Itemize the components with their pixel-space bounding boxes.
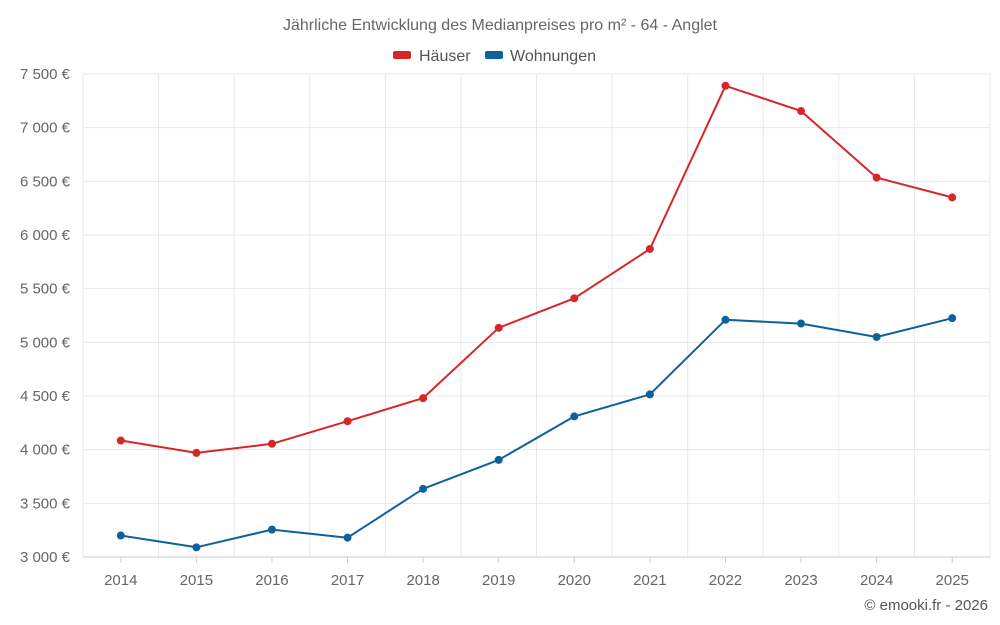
data-point-haeuser[interactable] (948, 193, 957, 202)
data-point-haeuser[interactable] (570, 294, 579, 303)
data-point-wohnungen[interactable] (343, 533, 352, 542)
y-tick-label: 7 000 € (20, 120, 71, 137)
data-point-haeuser[interactable] (872, 173, 881, 182)
data-point-haeuser[interactable] (192, 448, 201, 457)
y-tick-label: 5 500 € (20, 281, 71, 298)
x-tick-label: 2015 (180, 572, 213, 589)
chart-title: Jährliche Entwicklung des Medianpreises … (283, 17, 718, 34)
y-tick-label: 6 500 € (20, 173, 71, 190)
legend-swatch-wohnungen[interactable] (485, 51, 503, 59)
gridlines (82, 73, 991, 558)
data-point-haeuser[interactable] (721, 81, 730, 90)
data-point-wohnungen[interactable] (192, 543, 201, 552)
data-point-haeuser[interactable] (343, 417, 352, 426)
series-layer (116, 81, 957, 552)
credit-text: © emooki.fr - 2026 (864, 597, 988, 614)
y-tick-label: 5 000 € (20, 334, 71, 351)
data-point-wohnungen[interactable] (570, 412, 579, 421)
data-point-haeuser[interactable] (419, 394, 428, 403)
x-tick-label: 2022 (709, 572, 742, 589)
data-point-wohnungen[interactable] (721, 315, 730, 324)
x-tick-label: 2024 (860, 572, 893, 589)
axes: 3 000 € 3 500 € 4 000 € 4 500 € 5 000 € 5 500… (20, 66, 990, 589)
x-tick-label: 2025 (936, 572, 969, 589)
data-point-haeuser[interactable] (797, 107, 806, 116)
data-point-wohnungen[interactable] (494, 455, 503, 464)
data-point-wohnungen[interactable] (419, 484, 428, 493)
series-line-wohnungen (120, 317, 953, 549)
data-point-wohnungen[interactable] (267, 525, 276, 534)
x-tick-label: 2021 (633, 572, 666, 589)
data-point-wohnungen[interactable] (645, 390, 654, 399)
y-tick-label: 3 500 € (20, 495, 71, 512)
data-point-wohnungen[interactable] (797, 319, 806, 328)
y-tick-label: 3 000 € (20, 549, 71, 566)
data-point-haeuser[interactable] (494, 323, 503, 332)
x-tick-label: 2020 (558, 572, 591, 589)
x-tick-label: 2016 (255, 572, 288, 589)
x-tick-label: 2014 (104, 572, 137, 589)
series-line-haeuser (120, 84, 953, 454)
x-tick-label: 2017 (331, 572, 364, 589)
data-point-wohnungen[interactable] (872, 332, 881, 341)
legend-swatch-haeuser[interactable] (393, 51, 411, 59)
data-point-haeuser[interactable] (645, 244, 654, 253)
y-tick-label: 7 500 € (20, 66, 71, 83)
x-tick-label: 2023 (784, 572, 817, 589)
y-tick-label: 4 500 € (20, 388, 71, 405)
x-tick-label: 2018 (406, 572, 439, 589)
data-point-haeuser[interactable] (116, 436, 125, 445)
legend-label-wohnungen[interactable]: Wohnungen (510, 48, 596, 65)
data-point-wohnungen[interactable] (116, 531, 125, 540)
legend-label-haeuser[interactable]: Häuser (419, 48, 471, 65)
data-point-haeuser[interactable] (267, 439, 276, 448)
y-tick-label: 6 000 € (20, 227, 71, 244)
x-tick-label: 2019 (482, 572, 515, 589)
chart-legend: Häuser Wohnungen (393, 48, 596, 65)
data-point-wohnungen[interactable] (948, 314, 957, 323)
y-tick-label: 4 000 € (20, 442, 71, 459)
